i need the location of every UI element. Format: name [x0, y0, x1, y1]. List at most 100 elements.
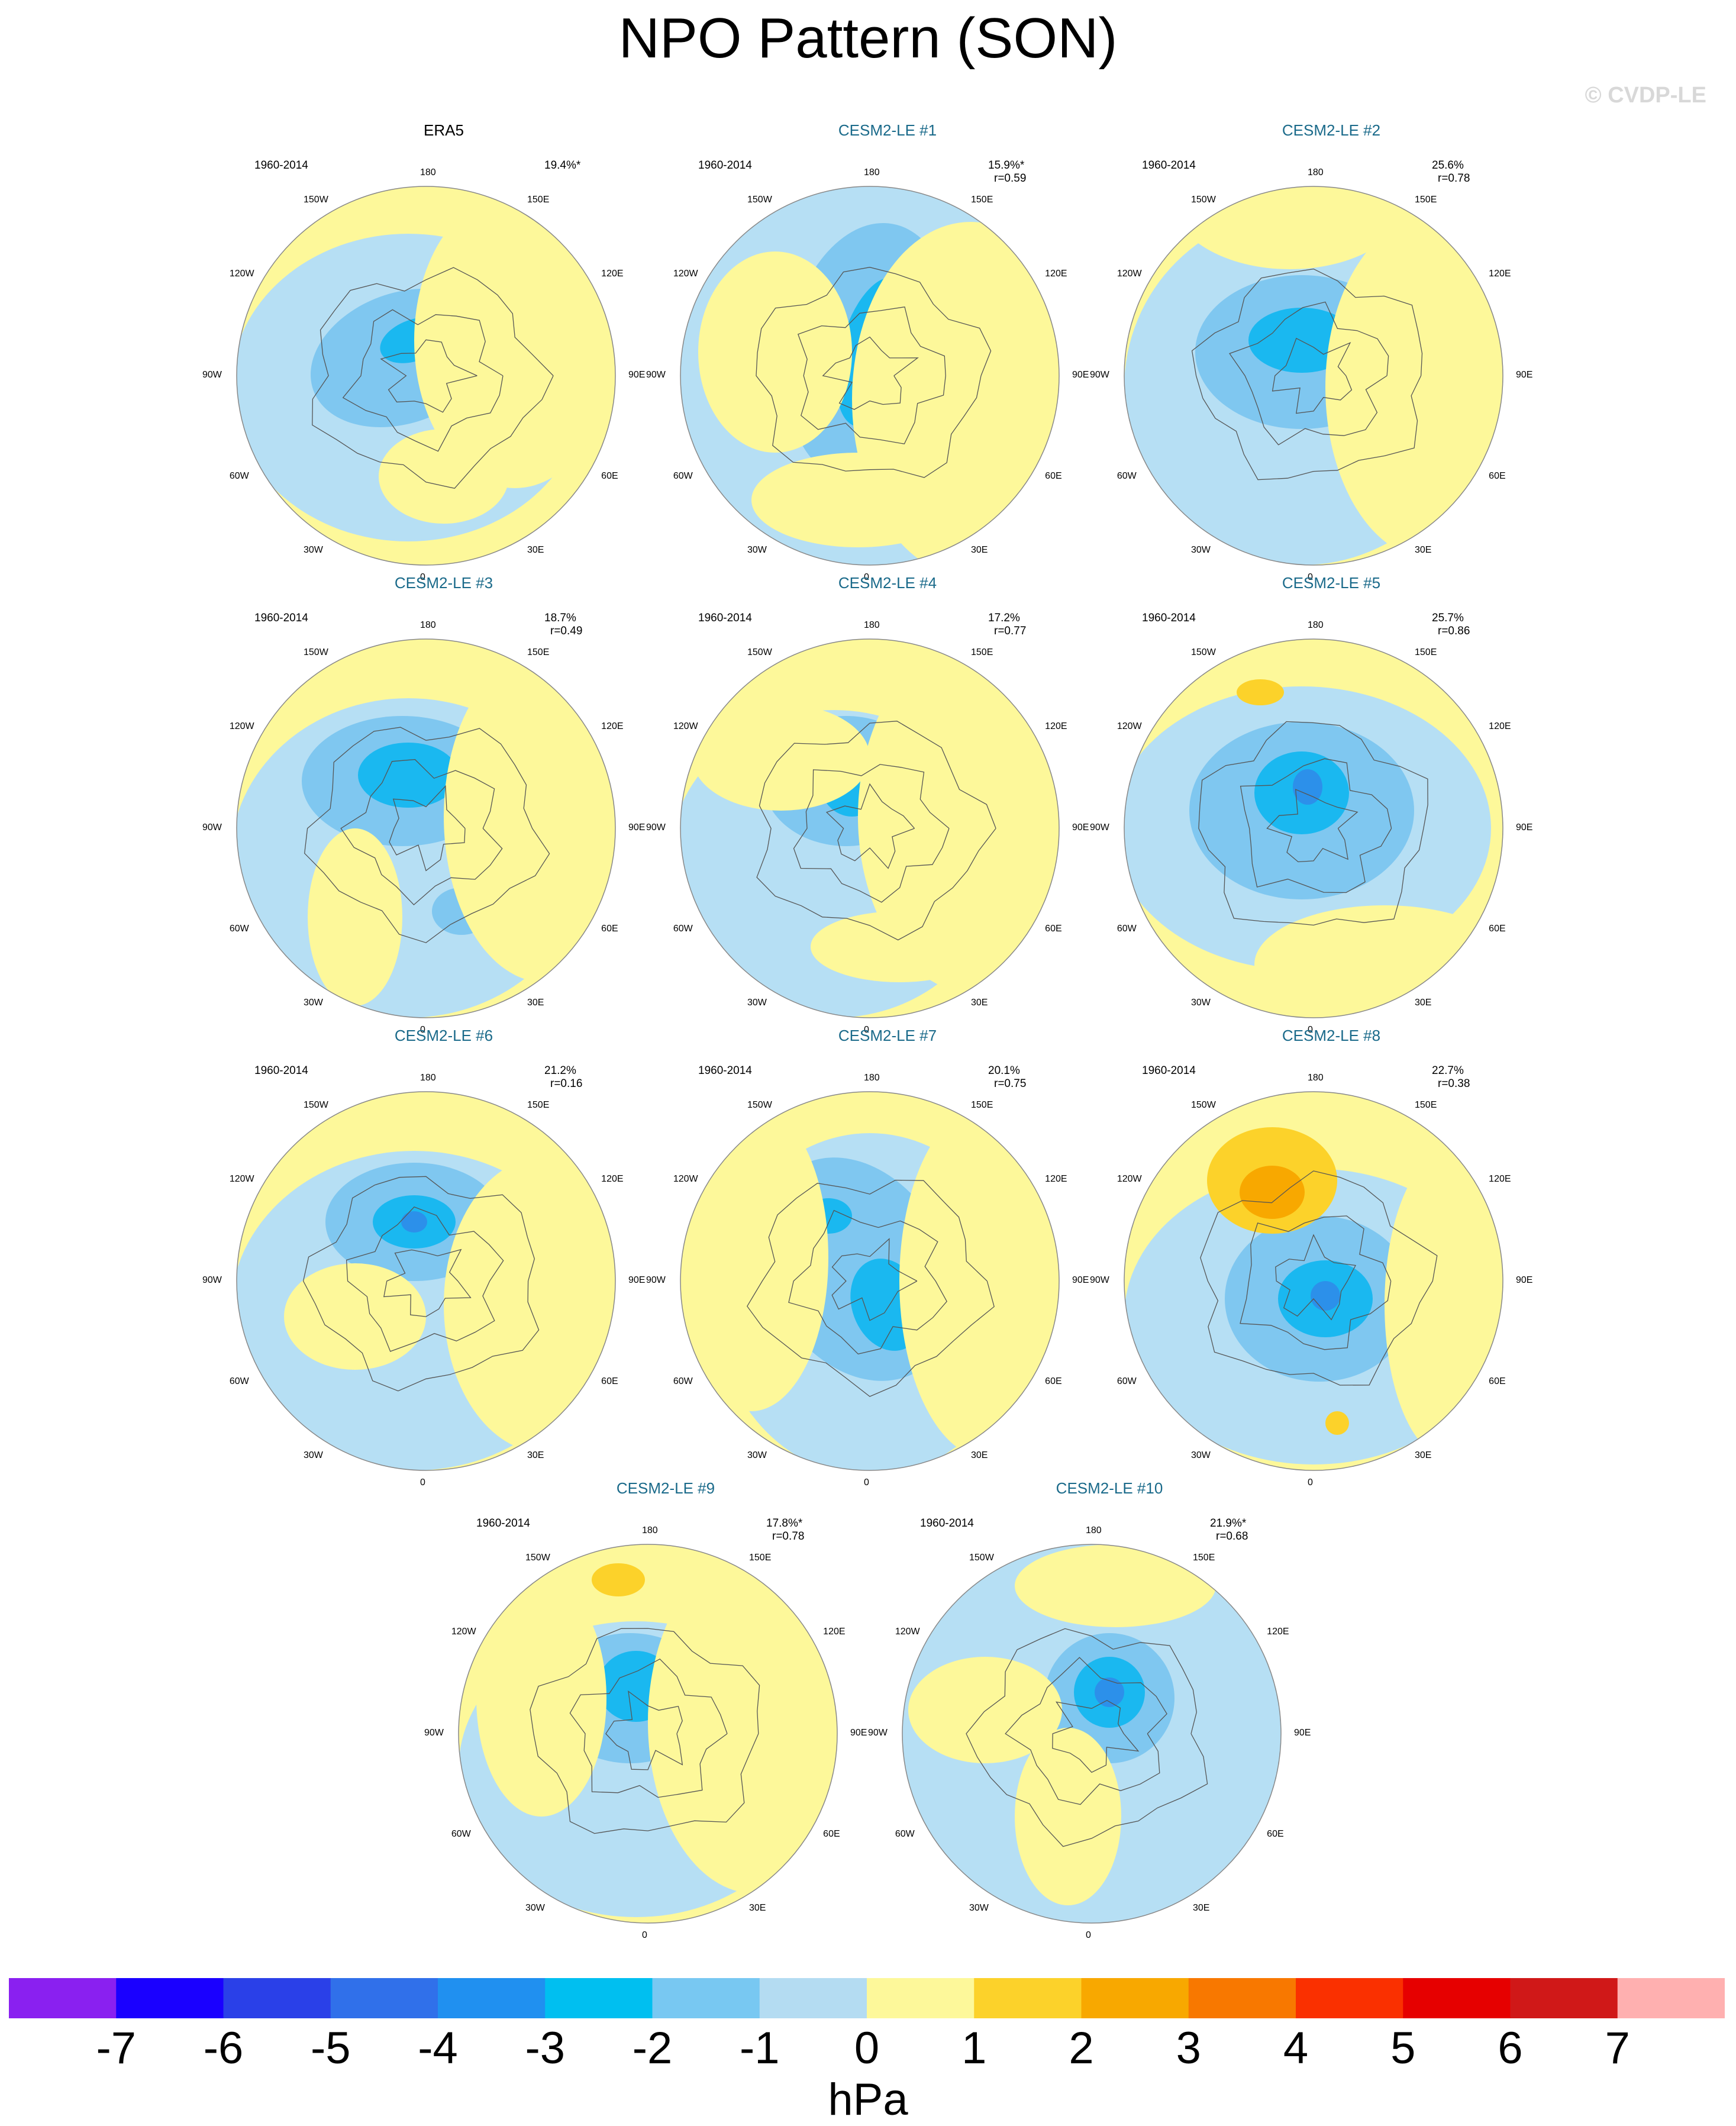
lon-label: 60W: [1117, 1376, 1137, 1386]
lon-label: 120W: [673, 721, 698, 731]
lon-label: 150E: [1415, 1099, 1437, 1110]
lon-label: 60E: [601, 471, 618, 481]
lon-label: 150E: [527, 647, 550, 657]
map-boundary: [680, 186, 1060, 566]
map-boundary: [458, 1544, 838, 1924]
colorbar-unit: hPa: [828, 2075, 908, 2125]
lon-label: 90W: [1090, 822, 1109, 833]
lon-label: 90W: [1090, 1275, 1109, 1285]
polar-map: [236, 1091, 616, 1471]
colorbar-segment: [1081, 1978, 1189, 2018]
panel-correlation: r=0.38: [1438, 1077, 1470, 1090]
coastline: [1200, 1170, 1438, 1386]
lon-label: 90E: [628, 370, 646, 380]
lon-label: 30W: [747, 998, 767, 1008]
contour-region: [444, 1157, 615, 1453]
panel-period: 1960-2014: [254, 1064, 308, 1077]
contour-region: [811, 911, 988, 982]
contour-region: [476, 1580, 606, 1817]
contour-region: [1293, 769, 1322, 805]
lon-label: 30E: [1193, 1903, 1210, 1914]
panel-variance: 17.8%*: [766, 1517, 803, 1530]
lon-label: 180: [420, 1073, 436, 1083]
lon-label: 30W: [747, 1450, 767, 1461]
lon-label: 90E: [1294, 1728, 1311, 1738]
panel-period: 1960-2014: [698, 159, 752, 172]
contour-region: [1095, 1677, 1124, 1707]
lon-label: 0: [420, 1477, 425, 1488]
lon-label: 90E: [1516, 822, 1533, 833]
colorbar-tick: -4: [418, 2023, 458, 2073]
lon-label: 150E: [1415, 194, 1437, 205]
panel-correlation: r=0.68: [1216, 1530, 1248, 1543]
panel-period: 1960-2014: [920, 1517, 974, 1530]
panel-variance: 25.7%: [1432, 612, 1464, 624]
lon-label: 60W: [673, 1376, 693, 1386]
panel-period: 1960-2014: [1142, 159, 1196, 172]
map-boundary: [1124, 638, 1503, 1018]
lon-label: 150E: [971, 194, 993, 205]
lon-label: 120E: [1045, 269, 1067, 279]
map-panel: CESM2-LE #7 1960-2014 20.1% r=0.75 180 150E 12…: [646, 1027, 1106, 1494]
polar-map: [236, 186, 616, 566]
contour-region: [1325, 1411, 1349, 1435]
contour-region: [1172, 186, 1408, 269]
lon-label: 180: [420, 167, 436, 178]
lon-label: 90E: [1516, 370, 1533, 380]
lon-label: 60W: [451, 1829, 471, 1839]
colorbar-tick: 5: [1390, 2023, 1416, 2073]
lon-label: 120E: [601, 269, 624, 279]
map-boundary: [680, 638, 1060, 1018]
lon-label: 90E: [1072, 370, 1089, 380]
coastline: [312, 267, 554, 489]
lon-label: 180: [420, 620, 436, 630]
panel-title: ERA5: [424, 121, 464, 139]
colorbar-segment: [330, 1978, 438, 2018]
lon-label: 180: [1308, 167, 1324, 178]
coastline: [966, 1628, 1208, 1847]
colorbar-tick: -2: [632, 2023, 673, 2073]
lon-label: 120E: [1489, 1174, 1511, 1184]
panel-period: 1960-2014: [254, 612, 308, 624]
contour-region: [284, 1263, 426, 1370]
polar-map: [1124, 638, 1503, 1018]
lon-label: 0: [1308, 1477, 1313, 1488]
lon-label: 150E: [527, 1099, 550, 1110]
lon-label: 120W: [229, 1174, 254, 1184]
lon-label: 120E: [601, 721, 624, 731]
colorbar-segment: [1617, 1978, 1725, 2018]
lon-label: 0: [420, 572, 425, 582]
panel-title: CESM2-LE #1: [838, 121, 937, 139]
lon-label: 60W: [229, 1376, 249, 1386]
lon-label: 120W: [229, 721, 254, 731]
lon-label: 150W: [747, 194, 772, 205]
contour-region: [1325, 216, 1503, 559]
lon-label: 120W: [673, 269, 698, 279]
polar-map: [236, 638, 616, 1018]
panel-variance: 21.9%*: [1210, 1517, 1247, 1530]
lon-label: 90E: [1516, 1275, 1533, 1285]
lon-label: 120W: [451, 1627, 476, 1637]
map-panel: CESM2-LE #8 1960-2014 22.7% r=0.38 180 150E 12…: [1090, 1027, 1550, 1494]
lon-label: 30E: [971, 1450, 988, 1461]
colorbar-segment: [545, 1978, 653, 2018]
map-panel: CESM2-LE #2 1960-2014 25.6% r=0.78 180 150E 12…: [1090, 121, 1550, 589]
lon-label: 90W: [646, 822, 666, 833]
contour-region: [680, 1104, 828, 1411]
lon-label: 30E: [527, 998, 544, 1008]
lon-label: 0: [1308, 1025, 1313, 1035]
lon-label: 150W: [1191, 194, 1216, 205]
lon-label: 90W: [1090, 370, 1109, 380]
colorbar-segment: [223, 1978, 331, 2018]
lon-label: 120E: [823, 1627, 846, 1637]
colorbar-tick: -6: [203, 2023, 244, 2073]
contour-region: [401, 1211, 427, 1233]
lon-label: 150W: [304, 194, 328, 205]
lon-label: 90E: [850, 1728, 867, 1738]
lon-label: 60W: [229, 924, 249, 934]
lon-label: 60W: [673, 924, 693, 934]
panel-correlation: r=0.75: [994, 1077, 1027, 1090]
coastline: [756, 721, 996, 941]
coastline: [530, 1628, 760, 1834]
colorbar-segment: [9, 1978, 117, 2018]
